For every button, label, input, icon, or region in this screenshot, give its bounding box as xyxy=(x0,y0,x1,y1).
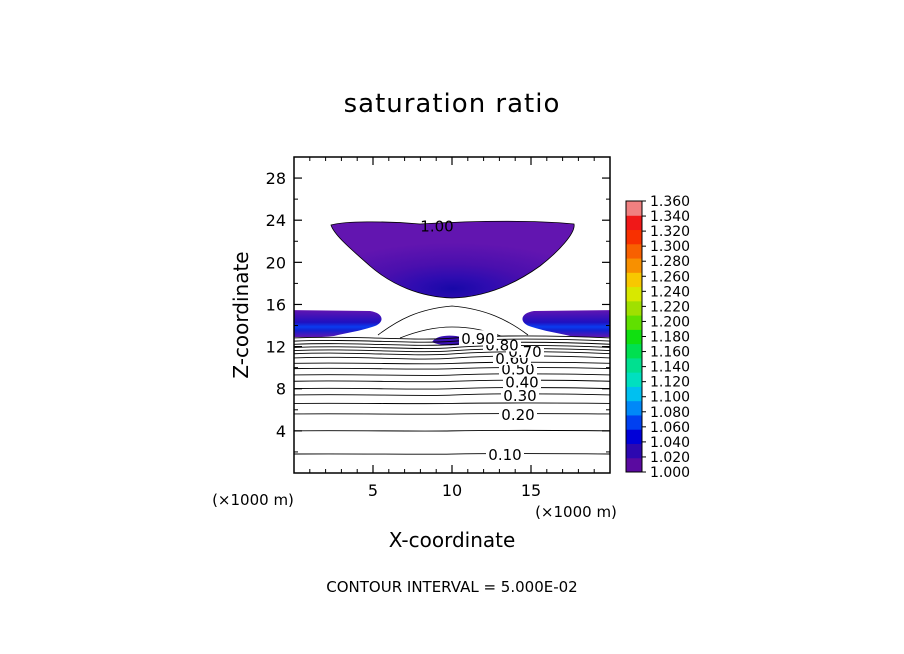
contour-line-0_50 xyxy=(294,367,610,370)
chart-title: saturation ratio xyxy=(344,89,561,119)
colorbar-label: 1.240 xyxy=(650,284,690,300)
contour-label-bg xyxy=(503,373,541,389)
y-tick-label: 8 xyxy=(276,380,286,399)
colorbar-swatch xyxy=(626,443,642,459)
plot-area: 0.100.200.300.400.500.600.700.800.901.00 xyxy=(294,217,610,464)
right-band-region xyxy=(522,310,610,338)
colorbar-label: 1.040 xyxy=(650,435,690,451)
contour-label-bg xyxy=(499,406,537,422)
z-axis-unit: (×1000 m) xyxy=(535,503,617,521)
colorbar-label: 1.000 xyxy=(650,465,690,481)
x-tick-label: 15 xyxy=(521,481,541,500)
left-band-region xyxy=(294,310,382,338)
x-tick-label: 10 xyxy=(442,481,462,500)
colorbar-swatch xyxy=(626,286,642,302)
upper-cloud-region xyxy=(331,221,575,298)
contour-line-0_10 xyxy=(294,453,610,455)
colorbar-swatch xyxy=(626,429,642,444)
colorbar-swatch xyxy=(626,300,642,316)
contour-line-0_25 xyxy=(294,402,610,405)
y-tick-label: 24 xyxy=(266,211,286,230)
contour-line-0_30 xyxy=(294,393,610,396)
colorbar-swatch xyxy=(626,372,642,387)
y-tick-label: 12 xyxy=(266,338,286,357)
contour-label-bg xyxy=(486,446,524,462)
contour-label-0_50: 0.50 xyxy=(501,361,534,379)
colorbar-label: 1.180 xyxy=(650,330,690,346)
colorbar-swatch xyxy=(626,343,642,359)
colorbar-swatch xyxy=(626,414,642,430)
x-tick-label: 5 xyxy=(368,481,378,500)
colorbar-label: 1.100 xyxy=(650,390,690,406)
colorbar-label: 1.160 xyxy=(650,345,690,361)
y-tick-label: 4 xyxy=(276,422,286,441)
contour-label-bg xyxy=(459,330,497,346)
colorbar-label: 1.260 xyxy=(650,269,690,285)
contour-line-0_75 xyxy=(294,344,610,349)
contour-label-1_00: 1.00 xyxy=(420,217,453,235)
colorbar-label: 1.360 xyxy=(650,194,690,210)
contour-line-0_90 xyxy=(294,335,610,340)
contour-line-0_70 xyxy=(294,348,610,353)
contour-line-0_15 xyxy=(294,429,610,432)
colorbar-swatch xyxy=(626,201,642,216)
colorbar-label: 1.140 xyxy=(650,360,690,376)
colorbar-swatch xyxy=(626,215,642,231)
dome-contour xyxy=(377,305,529,336)
y-axis-label: Z-coordinate xyxy=(229,251,253,378)
colorbar-swatch xyxy=(626,329,642,345)
colorbar-swatch xyxy=(626,315,642,330)
y-tick-label: 20 xyxy=(266,253,286,272)
colorbar-label: 1.060 xyxy=(650,420,690,436)
contour-line-0_45 xyxy=(294,373,610,376)
colorbar-label: 1.280 xyxy=(650,254,690,270)
x-axis-label: X-coordinate xyxy=(389,528,516,552)
colorbar-label: 1.220 xyxy=(650,299,690,315)
colorbar-swatch xyxy=(626,243,642,259)
y-tick-label: 28 xyxy=(266,169,286,188)
contour-line-0_35 xyxy=(294,387,610,390)
colorbar: 1.3601.3401.3201.3001.2801.2601.2401.220… xyxy=(625,194,690,481)
contour-label-0_30: 0.30 xyxy=(503,387,536,405)
contour-label-bg xyxy=(501,387,539,403)
colorbar-label: 1.120 xyxy=(650,375,690,391)
x-axis-unit: (×1000 m) xyxy=(212,491,294,509)
colorbar-swatch xyxy=(626,258,642,273)
colorbar-swatch xyxy=(626,229,642,245)
contour-interval-note: CONTOUR INTERVAL = 5.000E-02 xyxy=(326,578,577,596)
colorbar-label: 1.200 xyxy=(650,314,690,330)
colorbar-swatch xyxy=(626,386,642,402)
contour-label-0_40: 0.40 xyxy=(505,373,538,391)
colorbar-label: 1.340 xyxy=(650,209,690,225)
upper-cloud-outline xyxy=(330,220,575,299)
colorbar-swatch xyxy=(626,400,642,416)
contour-label-0_10: 0.10 xyxy=(488,446,521,464)
contour-line-0_80 xyxy=(294,341,610,346)
colorbar-label: 1.080 xyxy=(650,405,690,421)
contour-line-0_40 xyxy=(294,379,610,383)
colorbar-swatch xyxy=(626,357,642,373)
contour-line-0_65 xyxy=(294,351,610,356)
colorbar-swatch xyxy=(626,457,642,473)
contour-label-0_20: 0.20 xyxy=(501,406,534,424)
contour-line-0_55 xyxy=(294,361,610,365)
colorbar-label: 1.300 xyxy=(650,239,690,255)
contour-line-0_85 xyxy=(294,338,610,343)
contour-line-0_20 xyxy=(294,413,610,415)
colorbar-label: 1.320 xyxy=(650,224,690,240)
colorbar-swatch xyxy=(626,272,642,288)
contour-label-0_90: 0.90 xyxy=(461,330,494,348)
y-tick-label: 16 xyxy=(266,295,286,314)
colorbar-label: 1.020 xyxy=(650,450,690,466)
contour-line-0_60 xyxy=(294,355,610,360)
